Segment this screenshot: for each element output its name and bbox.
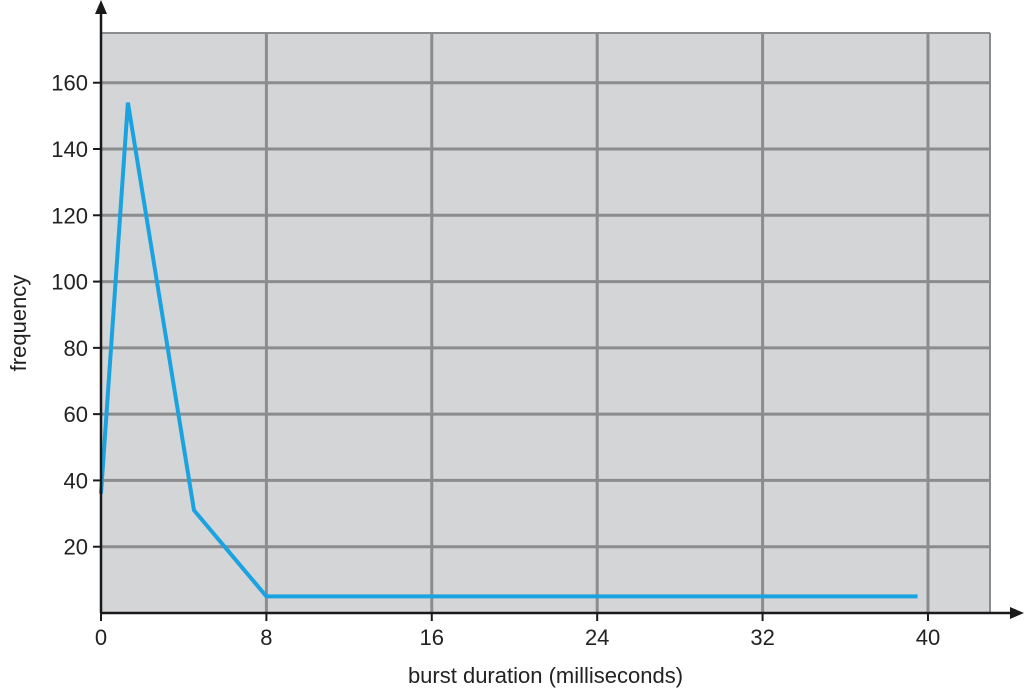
tick-labels: 0 8 16 24 32 40 20 40 60 80 100 120 140 160 (51, 71, 940, 650)
plot-background (101, 33, 990, 613)
y-tick-label: 140 (51, 137, 88, 162)
y-axis-title: frequency (6, 275, 31, 372)
x-tick-label: 40 (916, 625, 940, 650)
y-tick-label: 20 (64, 535, 88, 560)
y-tick-label: 160 (51, 71, 88, 96)
x-axis-title: burst duration (milliseconds) (408, 663, 683, 688)
y-axis-arrowhead (95, 0, 107, 14)
x-tick-label: 0 (95, 625, 107, 650)
x-tick-label: 8 (260, 625, 272, 650)
x-tick-label: 16 (420, 625, 444, 650)
series-layer (99, 102, 918, 599)
y-tick-label: 40 (64, 468, 88, 493)
grid (101, 32, 991, 613)
axes (93, 0, 1024, 621)
y-tick-label: 60 (64, 402, 88, 427)
x-tick-label: 24 (585, 625, 609, 650)
x-axis-arrowhead (1010, 607, 1024, 619)
y-tick-label: 120 (51, 203, 88, 228)
y-tick-label: 100 (51, 270, 88, 295)
y-tick-label: 80 (64, 336, 88, 361)
series-line (99, 102, 918, 599)
x-tick-label: 32 (750, 625, 774, 650)
plot-area (101, 33, 990, 613)
